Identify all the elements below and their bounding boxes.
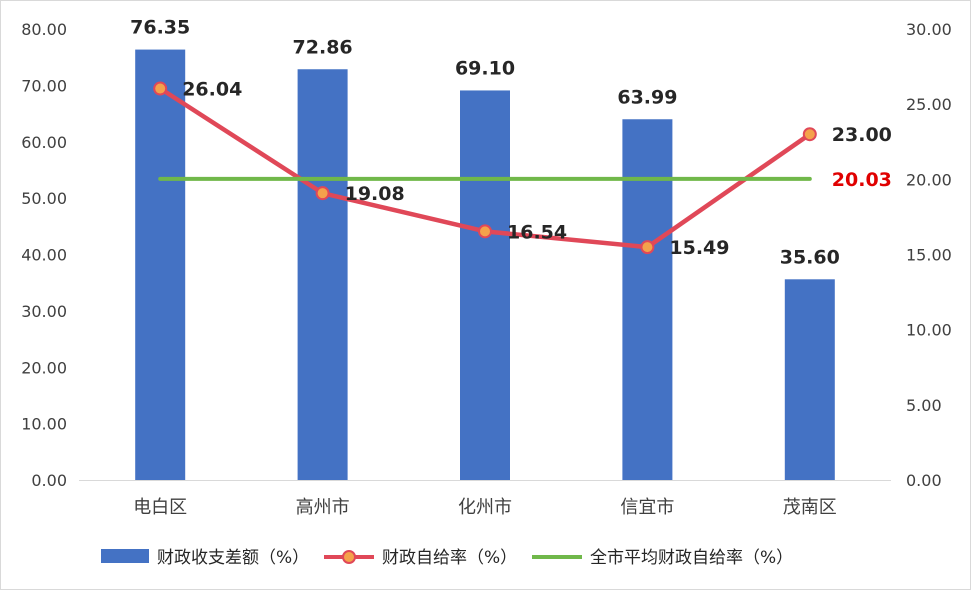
line-point: [315, 186, 330, 201]
left-tick-label: 70.00: [21, 76, 67, 95]
bar-value-label: 35.60: [780, 246, 840, 268]
bar: [460, 90, 510, 480]
line-point: [153, 81, 168, 96]
line-point: [802, 127, 817, 142]
bar: [784, 279, 835, 480]
legend-label: 财政收支差额（%）: [157, 548, 309, 568]
bar-value-label: 63.99: [617, 86, 677, 108]
line-value-label: 15.49: [669, 237, 729, 259]
left-tick-label: 60.00: [21, 133, 67, 152]
left-axis: 0.00 10.00 20.00 30.00 40.00 50.00 60.00 70.00 8…: [21, 20, 891, 490]
left-tick-label: 0.00: [31, 471, 67, 490]
right-tick-label: 25.00: [906, 95, 952, 114]
bar: [297, 69, 348, 481]
line-point: [478, 224, 492, 239]
data-labels: 76.35 72.86 69.10 63.99 35.60 26.04 19.08 16.54…: [130, 17, 892, 269]
legend: 财政收支差额（%） 财政自给率（%） 全市平均财政自给率（%）: [101, 548, 793, 568]
right-tick-label: 10.00: [906, 321, 952, 340]
legend-label: 财政自给率（%）: [382, 548, 517, 568]
bar-series: [135, 49, 835, 481]
legend-swatch-bar: [101, 549, 149, 563]
left-tick-label: 30.00: [21, 302, 67, 321]
right-tick-label: 0.00: [906, 471, 942, 490]
line-point: [640, 240, 655, 255]
category-label: 信宜市: [620, 497, 674, 518]
legend-swatch-marker: [342, 550, 356, 564]
category-label: 茂南区: [783, 497, 837, 518]
bar-value-label: 76.35: [130, 17, 190, 39]
category-label: 高州市: [296, 497, 350, 518]
bar: [135, 49, 186, 480]
left-tick-label: 20.00: [21, 358, 67, 377]
line-value-label: 23.00: [832, 124, 892, 146]
left-tick-label: 80.00: [21, 20, 67, 39]
legend-label: 全市平均财政自给率（%）: [590, 548, 793, 568]
category-axis: 电白区 高州市 化州市 信宜市 茂南区: [133, 497, 837, 518]
average-value-label: 20.03: [832, 169, 892, 191]
line-value-label: 16.54: [507, 221, 567, 243]
bar-value-label: 72.86: [293, 36, 353, 58]
right-axis: 0.00 5.00 10.00 15.00 20.00 25.00 30.00: [906, 20, 952, 490]
right-tick-label: 15.00: [906, 246, 952, 265]
right-tick-label: 5.00: [906, 396, 942, 415]
line-series: [153, 81, 817, 255]
left-tick-label: 40.00: [21, 246, 67, 265]
category-label: 化州市: [458, 497, 512, 518]
line-value-label: 26.04: [182, 79, 242, 101]
bar-value-label: 69.10: [455, 57, 515, 79]
left-tick-label: 10.00: [21, 415, 67, 434]
line-value-label: 19.08: [345, 183, 405, 205]
bar: [622, 119, 673, 480]
left-tick-label: 50.00: [21, 189, 67, 208]
right-tick-label: 30.00: [906, 20, 952, 39]
right-tick-label: 20.00: [906, 170, 952, 189]
category-label: 电白区: [133, 497, 187, 518]
